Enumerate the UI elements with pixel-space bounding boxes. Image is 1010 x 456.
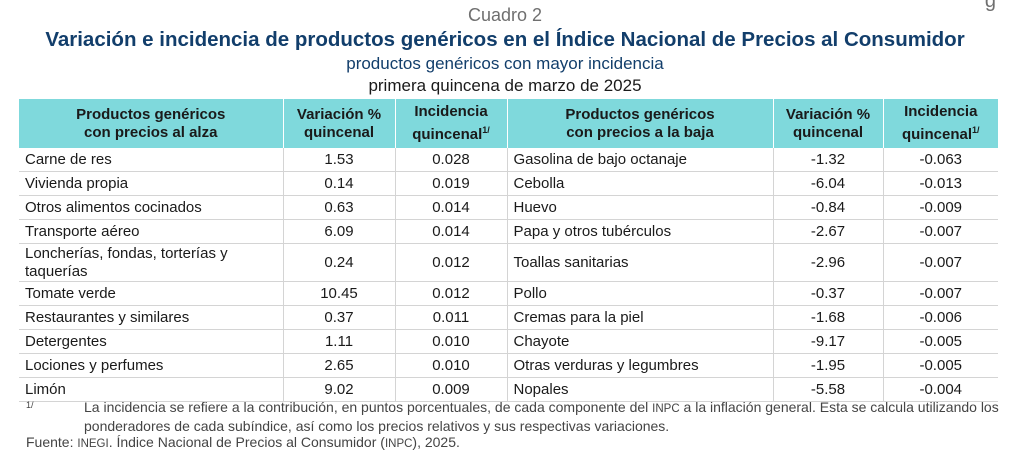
down-variation-cell: -2.67 — [772, 219, 883, 244]
up-variation-cell: 10.45 — [282, 281, 395, 306]
source-label: Fuente: — [26, 434, 74, 450]
down-incidence-cell: -0.005 — [882, 329, 998, 354]
up-incidence-cell: 0.010 — [394, 329, 507, 354]
up-variation-cell: 1.11 — [282, 329, 395, 354]
down-variation-cell: -2.96 — [772, 243, 883, 282]
up-incidence-cell: 0.011 — [394, 305, 507, 330]
down-product-cell: Cremas para la piel — [506, 305, 773, 330]
up-product-cell: Vivienda propia — [19, 171, 283, 196]
up-product-cell: Lociones y perfumes — [19, 353, 283, 378]
up-variation-cell: 0.37 — [282, 305, 395, 330]
table-row: Otros alimentos cocinados 0.63 0.014 Hue… — [19, 195, 998, 220]
table-period: primera quincena de marzo de 2025 — [368, 76, 642, 95]
down-product-cell: Pollo — [506, 281, 773, 306]
up-variation-cell: 0.24 — [282, 243, 395, 282]
down-incidence-cell: -0.007 — [882, 219, 998, 244]
header-down-product: Productos genéricos con precios a la baja — [506, 99, 773, 148]
up-incidence-cell: 0.012 — [394, 281, 507, 306]
table-row: Restaurantes y similares 0.37 0.011 Crem… — [19, 305, 998, 330]
up-incidence-cell: 0.019 — [394, 171, 507, 196]
table-row: Limón 9.02 0.009 Nopales -5.58 -0.004 — [19, 377, 998, 402]
table-title: Variación e incidencia de productos gené… — [45, 28, 965, 51]
source-text: . Índice Nacional de Precios al Consumid… — [108, 434, 385, 450]
header-up-incidence: Incidencia quincenal1/ — [394, 99, 507, 148]
table-row: Transporte aéreo 6.09 0.014 Papa y otros… — [19, 219, 998, 244]
up-product-cell: Limón — [19, 377, 283, 402]
down-variation-cell: -6.04 — [772, 171, 883, 196]
up-product-cell: Carne de res — [19, 148, 283, 172]
inegi-acronym: INEGI — [77, 438, 109, 450]
table-row: Vivienda propia 0.14 0.019 Cebolla -6.04… — [19, 171, 998, 196]
down-incidence-cell: -0.007 — [882, 281, 998, 306]
down-variation-cell: -9.17 — [772, 329, 883, 354]
down-variation-cell: -0.37 — [772, 281, 883, 306]
down-product-cell: Otras verduras y legumbres — [506, 353, 773, 378]
inpc-acronym: INPC — [652, 403, 680, 415]
down-product-cell: Gasolina de bajo octanaje — [506, 148, 773, 172]
down-product-cell: Huevo — [506, 195, 773, 220]
down-product-cell: Chayote — [506, 329, 773, 354]
down-variation-cell: -5.58 — [772, 377, 883, 402]
up-product-cell: Restaurantes y similares — [19, 305, 283, 330]
table-row: Lociones y perfumes 2.65 0.010 Otras ver… — [19, 353, 998, 378]
up-product-cell: Otros alimentos cocinados — [19, 195, 283, 220]
down-incidence-cell: -0.063 — [882, 148, 998, 172]
up-incidence-cell: 0.012 — [394, 243, 507, 282]
footnote-mark: 1/ — [26, 400, 34, 410]
inpc-acronym-source: INPC — [384, 438, 413, 450]
up-product-cell: Loncherías, fondas, torterías y taquería… — [19, 243, 283, 282]
table-number-label: Cuadro 2 — [467, 5, 543, 25]
source-note: Fuente: INEGI. Índice Nacional de Precio… — [26, 434, 460, 453]
page-corner-mark: g — [984, 0, 996, 12]
down-product-cell: Toallas sanitarias — [506, 243, 773, 282]
up-incidence-cell: 0.028 — [394, 148, 507, 172]
header-up-product: Productos genéricos con precios al alza — [19, 99, 283, 148]
up-variation-cell: 9.02 — [282, 377, 395, 402]
header-down-variation: Variación % quincenal — [772, 99, 883, 148]
up-variation-cell: 0.14 — [282, 171, 395, 196]
up-incidence-cell: 0.014 — [394, 219, 507, 244]
down-incidence-cell: -0.009 — [882, 195, 998, 220]
header-up-variation: Variación % quincenal — [282, 99, 395, 148]
up-variation-cell: 2.65 — [282, 353, 395, 378]
down-product-cell: Nopales — [506, 377, 773, 402]
up-variation-cell: 1.53 — [282, 148, 395, 172]
down-product-cell: Cebolla — [506, 171, 773, 196]
price-incidence-table: Productos genéricos con precios al alza V… — [19, 99, 998, 402]
down-product-cell: Papa y otros tubérculos — [506, 219, 773, 244]
down-incidence-cell: -0.006 — [882, 305, 998, 330]
down-incidence-cell: -0.004 — [882, 377, 998, 402]
source-text-end: ), 2025. — [412, 434, 460, 450]
up-product-cell: Tomate verde — [19, 281, 283, 306]
up-incidence-cell: 0.014 — [394, 195, 507, 220]
footnote: 1/ La incidencia se refiere a la contrib… — [26, 399, 1006, 435]
up-incidence-cell: 0.009 — [394, 377, 507, 402]
up-variation-cell: 6.09 — [282, 219, 395, 244]
table-row: Carne de res 1.53 0.028 Gasolina de bajo… — [19, 148, 998, 172]
up-incidence-cell: 0.010 — [394, 353, 507, 378]
up-product-cell: Transporte aéreo — [19, 219, 283, 244]
down-variation-cell: -1.95 — [772, 353, 883, 378]
table-header-row: Productos genéricos con precios al alza V… — [19, 99, 998, 148]
up-product-cell: Detergentes — [19, 329, 283, 354]
header-down-incidence: Incidencia quincenal1/ — [882, 99, 998, 148]
table-row: Detergentes 1.11 0.010 Chayote -9.17 -0.… — [19, 329, 998, 354]
down-variation-cell: -1.32 — [772, 148, 883, 172]
down-variation-cell: -0.84 — [772, 195, 883, 220]
down-variation-cell: -1.68 — [772, 305, 883, 330]
up-variation-cell: 0.63 — [282, 195, 395, 220]
down-incidence-cell: -0.013 — [882, 171, 998, 196]
table-row: Tomate verde 10.45 0.012 Pollo -0.37 -0.… — [19, 281, 998, 306]
footnote-text: La incidencia se refiere a la contribuci… — [84, 399, 999, 434]
down-incidence-cell: -0.005 — [882, 353, 998, 378]
table-subtitle: productos genéricos con mayor incidencia — [346, 54, 664, 73]
down-incidence-cell: -0.007 — [882, 243, 998, 282]
table-row: Loncherías, fondas, torterías y taquería… — [19, 243, 998, 282]
